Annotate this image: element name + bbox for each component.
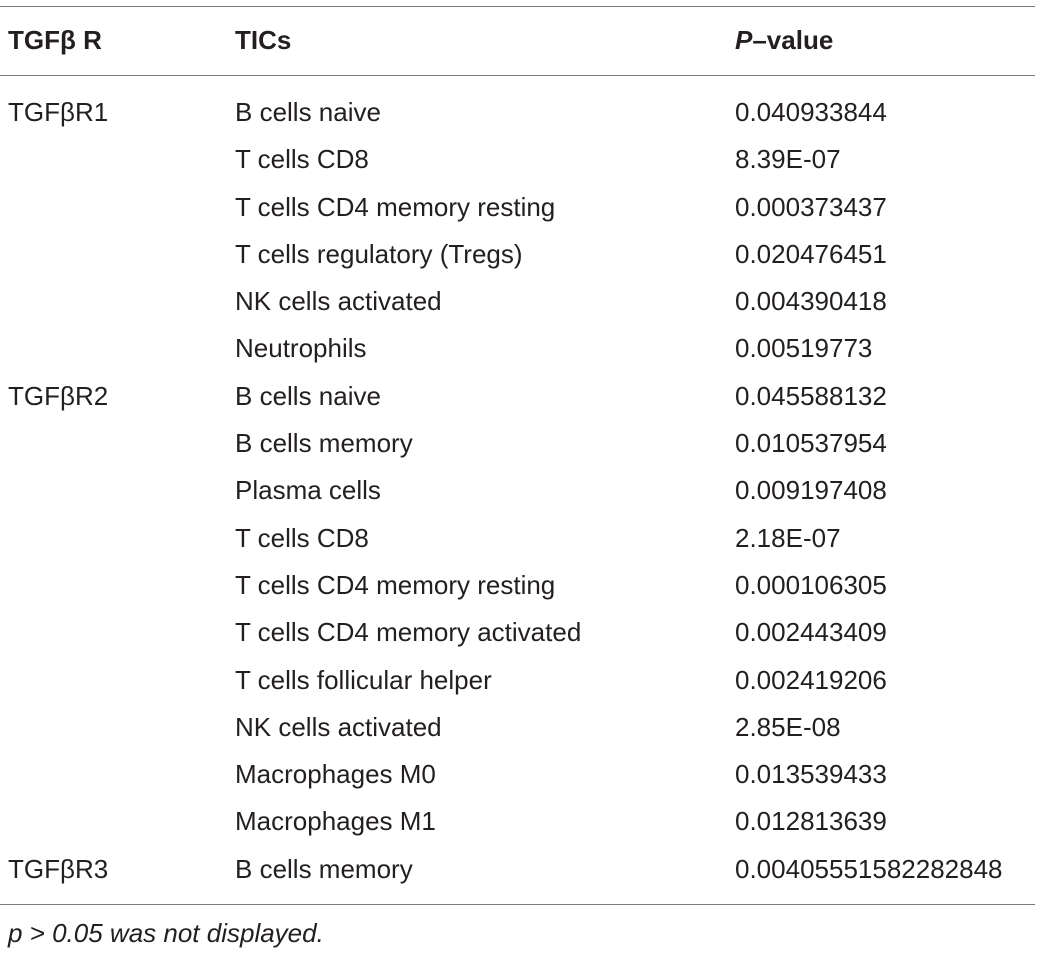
cell-pvalue: 0.00519773 [735, 333, 873, 364]
table-row: T cells CD8 2.18E-07 [0, 515, 1041, 562]
table-footnote: p > 0.05 was not displayed. [8, 918, 324, 948]
cell-tic: Plasma cells [235, 475, 381, 506]
table-row: T cells CD4 memory activated 0.002443409 [0, 609, 1041, 656]
cell-tic: NK cells activated [235, 711, 442, 742]
table-body: TGFβR1 B cells naive 0.040933844 T cells CD… [0, 89, 1041, 893]
cell-pvalue: 0.013539433 [735, 759, 887, 790]
table-row: TGFβR3 B cells memory 0.00405551582282848 [0, 846, 1041, 893]
table-top-rule [0, 6, 1035, 7]
table-row: T cells follicular helper 0.002419206 [0, 657, 1041, 704]
cell-tic: T cells CD4 memory resting [235, 569, 556, 600]
table-header-row: TGFβ R TICs P–value [0, 6, 1041, 75]
table-row: T cells regulatory (Tregs) 0.020476451 [0, 231, 1041, 278]
table-row: Neutrophils 0.00519773 [0, 325, 1041, 372]
header-pvalue-rest: –value [752, 25, 834, 55]
table-row: TGFβR1 B cells naive 0.040933844 [0, 89, 1041, 136]
cell-pvalue: 0.004390418 [735, 286, 887, 317]
header-pvalue-p: P [735, 25, 753, 55]
table-row: Macrophages M1 0.012813639 [0, 798, 1041, 845]
cell-pvalue: 0.00405551582282848 [735, 853, 1003, 884]
cell-tic: T cells CD8 [235, 144, 369, 175]
table-row: NK cells activated 2.85E-08 [0, 704, 1041, 751]
cell-tic: B cells naive [235, 97, 381, 127]
cell-pvalue: 8.39E-07 [735, 144, 841, 175]
cell-pvalue: 0.002419206 [735, 664, 887, 695]
cell-tic: T cells CD4 memory resting [235, 191, 556, 222]
cell-pvalue: 0.012813639 [735, 806, 887, 837]
cell-tic: Neutrophils [235, 333, 367, 364]
cell-pvalue: 0.045588132 [735, 380, 887, 411]
cell-tic: Macrophages M1 [235, 806, 436, 837]
table-row: T cells CD8 8.39E-07 [0, 136, 1041, 183]
cell-receptor: TGFβR2 [8, 380, 109, 411]
cell-tic: B cells naive [235, 380, 381, 411]
header-pvalue: P–value [735, 6, 833, 75]
cell-receptor: TGFβR3 [8, 853, 109, 884]
cell-tic: T cells follicular helper [235, 664, 492, 695]
cell-tic: Macrophages M0 [235, 759, 436, 790]
cell-pvalue: 2.85E-08 [735, 711, 841, 742]
cell-tic: T cells regulatory (Tregs) [235, 238, 523, 269]
table-header-rule [0, 75, 1035, 76]
table-row: NK cells activated 0.004390418 [0, 278, 1041, 325]
cell-tic: T cells CD4 memory activated [235, 617, 582, 648]
cell-tic: B cells memory [235, 853, 413, 884]
table-row: TGFβR2 B cells naive 0.045588132 [0, 373, 1041, 420]
cell-pvalue: 0.010537954 [735, 428, 887, 459]
cell-pvalue: 0.002443409 [735, 617, 887, 648]
cell-tic: B cells memory [235, 428, 413, 459]
header-tics: TICs [235, 25, 292, 55]
header-receptor: TGFβ R [8, 25, 102, 55]
cell-pvalue: 0.009197408 [735, 475, 887, 506]
cell-pvalue: 0.020476451 [735, 238, 887, 269]
table-row: B cells memory 0.010537954 [0, 420, 1041, 467]
table-bottom-rule [0, 904, 1035, 905]
cell-pvalue: 0.040933844 [735, 97, 887, 127]
table-row: T cells CD4 memory resting 0.000373437 [0, 184, 1041, 231]
cell-receptor: TGFβR1 [8, 97, 109, 127]
cell-pvalue: 0.000106305 [735, 569, 887, 600]
cell-pvalue: 0.000373437 [735, 191, 887, 222]
table-row: Plasma cells 0.009197408 [0, 467, 1041, 514]
table-row: Macrophages M0 0.013539433 [0, 751, 1041, 798]
cell-tic: NK cells activated [235, 286, 442, 317]
cell-pvalue: 2.18E-07 [735, 522, 841, 553]
cell-tic: T cells CD8 [235, 522, 369, 553]
table-row: T cells CD4 memory resting 0.000106305 [0, 562, 1041, 609]
